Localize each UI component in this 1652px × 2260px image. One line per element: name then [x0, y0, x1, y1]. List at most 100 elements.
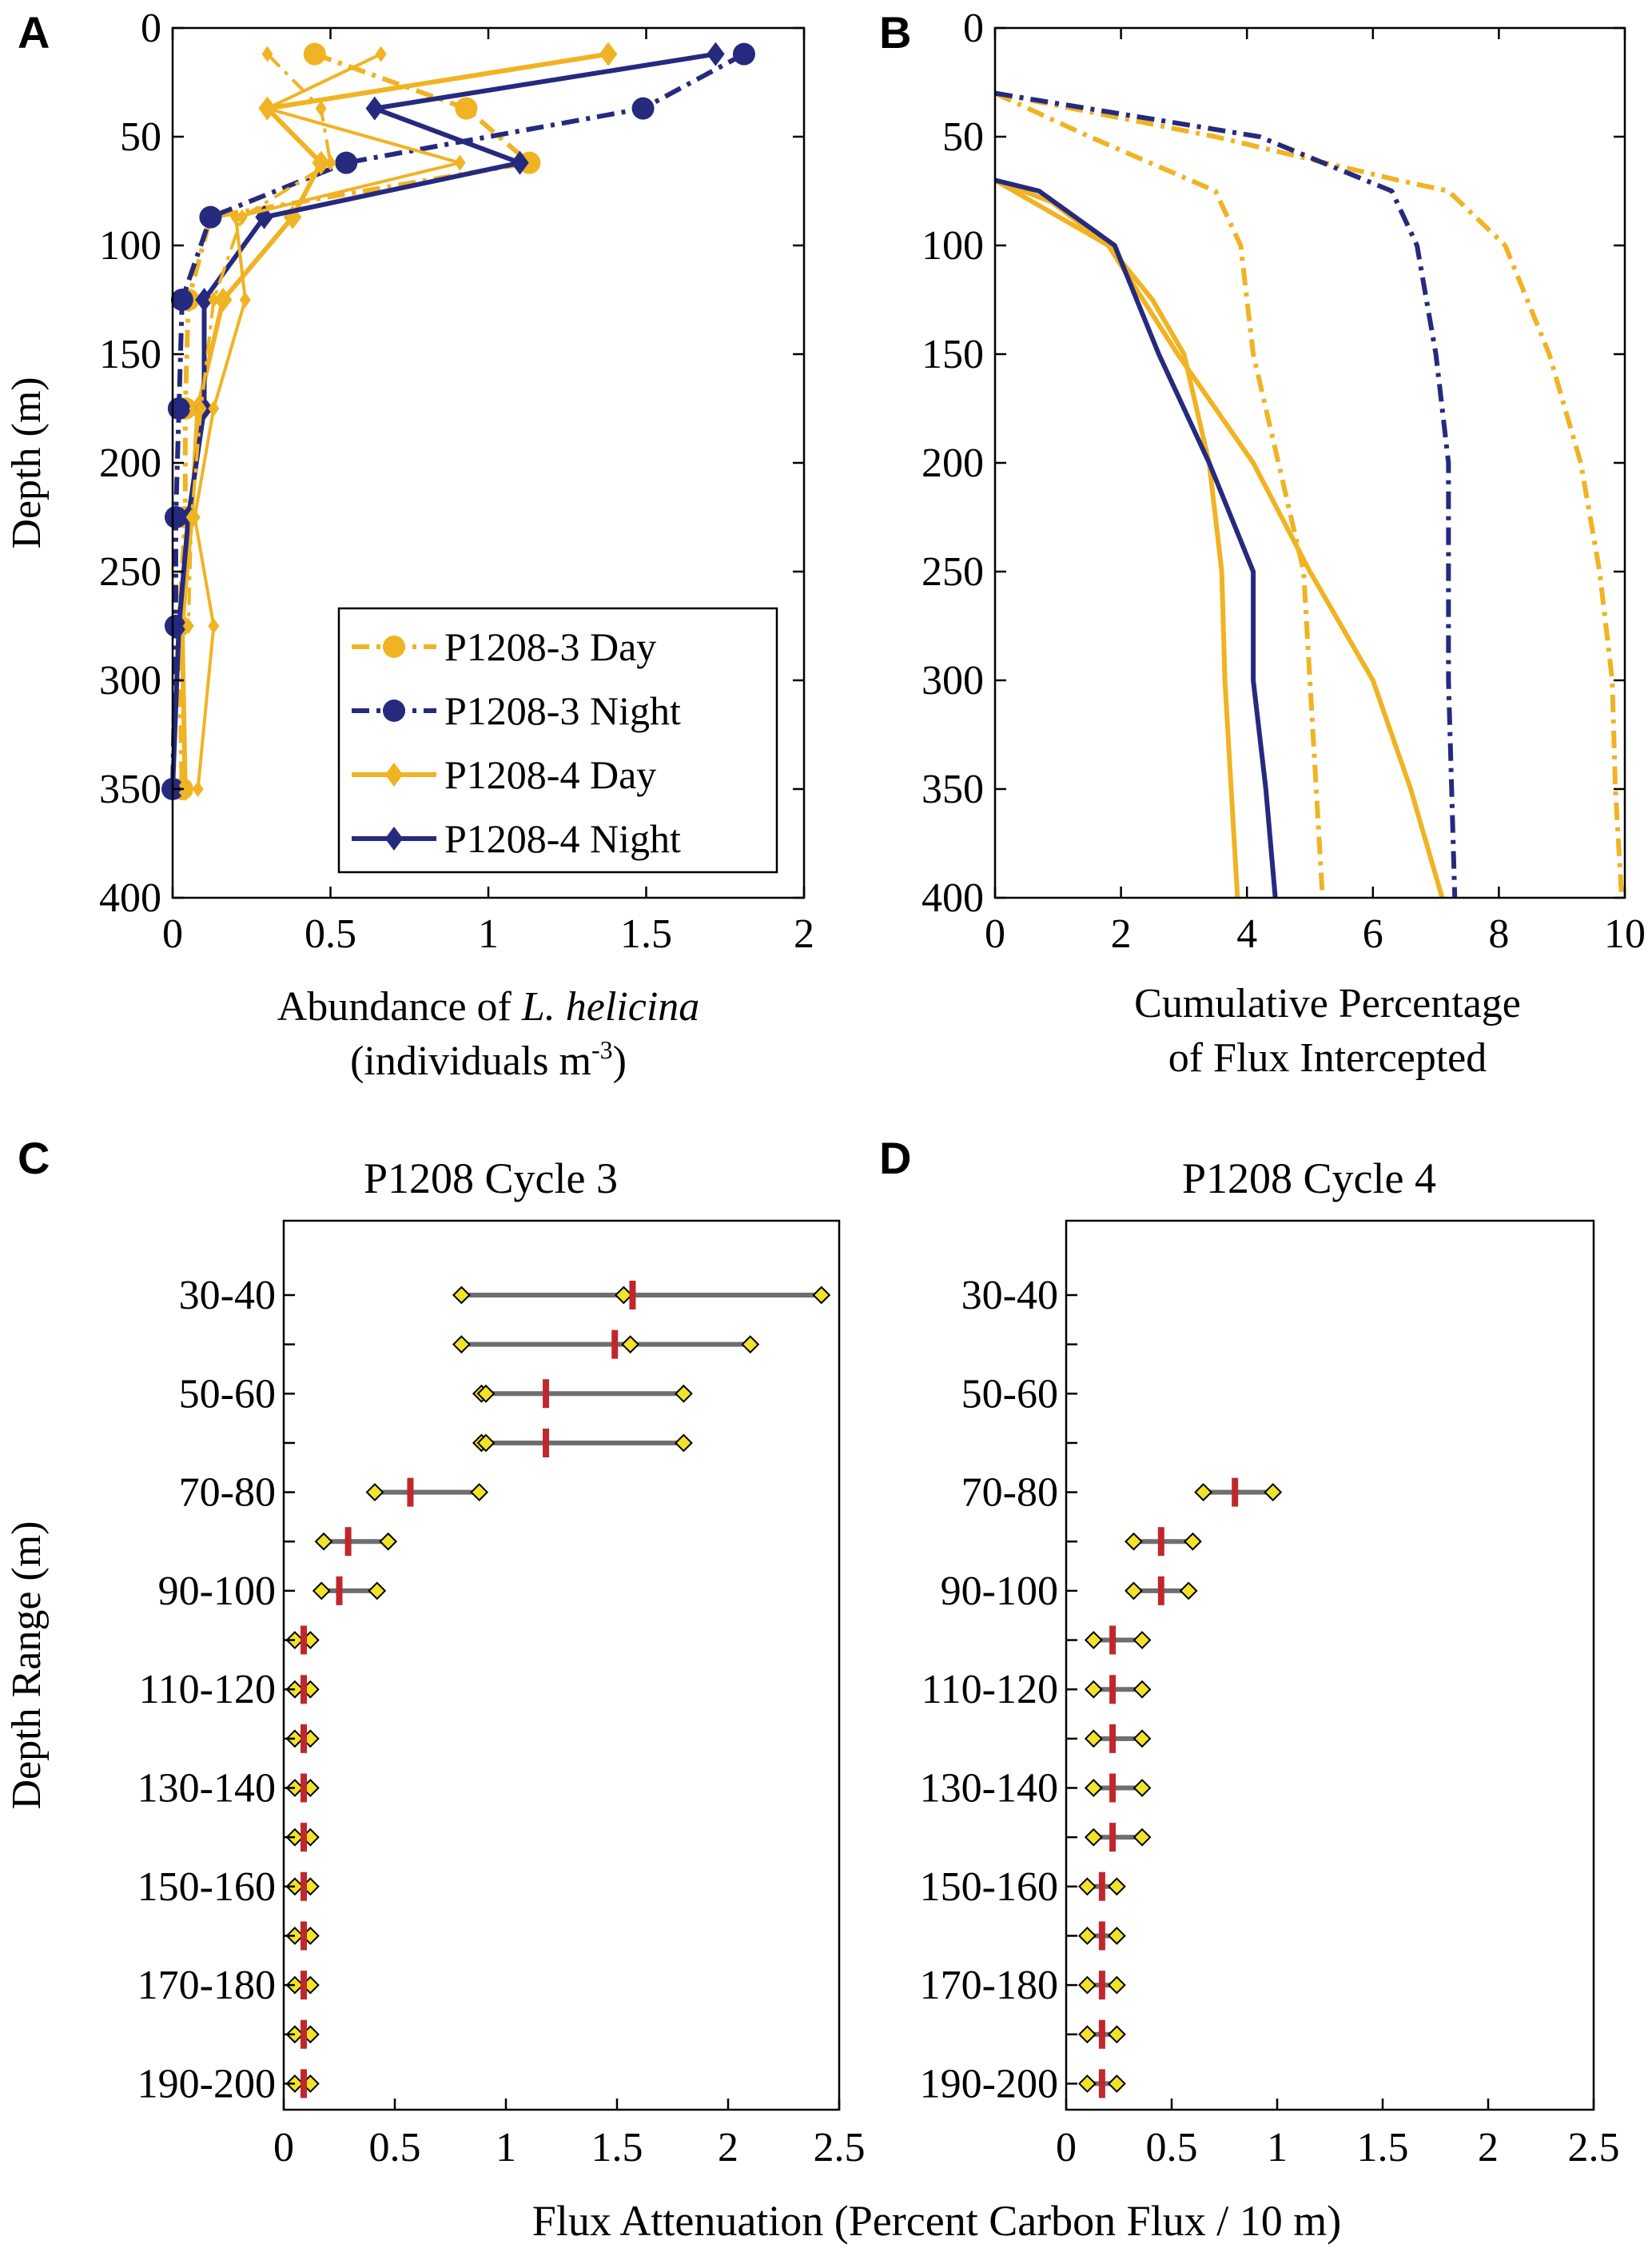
panel-d-min-marker	[1194, 1483, 1213, 1502]
panel-d-max-marker	[1107, 1927, 1126, 1945]
panel-a-data-point	[164, 506, 187, 528]
panel-c-depth-row	[452, 1281, 831, 1309]
panel-d-axes-box	[1065, 1219, 1595, 2111]
panel-b-xtick-label: 8	[1488, 911, 1509, 957]
panel-c-ytick-label: 130-140	[137, 1766, 276, 1812]
panel-a-data-point	[169, 614, 189, 638]
panel-a-data-point	[631, 97, 655, 120]
panel-d-ytick-label: 50-60	[961, 1371, 1058, 1417]
legend-swatch-marker	[384, 827, 404, 851]
panel-d-depth-row	[1084, 1675, 1152, 1704]
panel-b-xtick-label: 0	[985, 911, 1005, 957]
panel-d-depth-row	[1084, 1773, 1152, 1803]
panel-a-data-point	[195, 401, 207, 417]
panel-c-ytick-label: 30-40	[179, 1273, 276, 1318]
panel-c-mid-marker	[476, 1433, 496, 1453]
panel-b-series-5	[994, 177, 1278, 899]
panel-c-depth-row	[314, 1527, 398, 1556]
panel-b-series-2	[994, 90, 1458, 899]
panel-b-xlabel-line1: Cumulative Percentage	[1134, 981, 1521, 1026]
panel-c-ytick-label: 150-160	[137, 1864, 276, 1910]
panel-a-data-point	[335, 151, 358, 174]
panel-d-min-marker	[1125, 1532, 1143, 1551]
panel-d-ytick-label: 130-140	[920, 1766, 1058, 1812]
panel-d-xtick-label: 0	[1056, 2125, 1077, 2170]
panel-c-depth-row	[285, 2069, 320, 2099]
panel-label-b: B	[879, 7, 911, 58]
panel-c-xtick-label: 1.5	[591, 2125, 643, 2170]
panel-d-min-marker	[1077, 1877, 1097, 1896]
panel-a-data-point	[324, 154, 336, 171]
panel-c-mid-marker	[621, 1335, 640, 1354]
panel-c-ytick-label: 170-180	[137, 1963, 276, 2008]
panel-c-min-marker	[452, 1285, 471, 1305]
panel-b-ytick-label: 250	[922, 549, 984, 595]
legend-label-p1208-3-night: P1208-3 Night	[444, 688, 681, 733]
panel-d-ytick-label: 170-180	[920, 1963, 1058, 2008]
panel-a-ytick-label: 300	[99, 658, 161, 704]
legend-label-p1208-4-day: P1208-4 Day	[444, 752, 656, 797]
panel-c-ytick-label: 190-200	[137, 2061, 276, 2107]
panel-c-max-marker	[470, 1483, 489, 1502]
panel-a-data-point	[176, 777, 195, 801]
panel-a-data-point	[189, 509, 201, 525]
panel-d-max-marker	[1133, 1631, 1152, 1649]
panel-a-ytick-label: 50	[120, 114, 161, 160]
panel-d-title: P1208 Cycle 4	[1182, 1154, 1436, 1202]
panel-c-depth-row	[472, 1428, 693, 1457]
legend-box	[337, 607, 778, 874]
panel-c-chart: P1208 Cycle 3 0 0.5 1 1.5 2 2.5 30-40 50-60 70-8…	[4, 1154, 866, 2170]
panel-a-xtick-label: 1	[478, 911, 499, 957]
panel-c-mid-marker	[614, 1285, 633, 1305]
panel-c-xtick-label: 2.5	[814, 2125, 866, 2170]
panel-b-ytick-label: 50	[942, 114, 984, 160]
panel-c-ytick-label: 50-60	[179, 1371, 276, 1417]
panel-c-depth-row	[285, 1675, 320, 1704]
panel-a-data-point	[599, 42, 618, 66]
panel-a-data-point	[208, 401, 220, 417]
panel-a-xtick-label: 2	[794, 911, 814, 957]
panel-c-min-marker	[312, 1581, 331, 1600]
panel-a-data-point	[303, 42, 326, 66]
panel-a-data-point	[375, 46, 387, 62]
panel-d-depth-row	[1077, 1971, 1126, 2000]
panel-d-depth-row	[1194, 1477, 1283, 1507]
panel-c-min-marker	[452, 1335, 471, 1354]
panel-a-data-point	[455, 97, 478, 120]
panel-d-depth-row	[1125, 1527, 1202, 1556]
panel-c-xtick-label: 0.5	[369, 2125, 421, 2170]
panel-d-ytick-label: 190-200	[920, 2061, 1058, 2107]
panel-d-min-marker	[1084, 1729, 1103, 1748]
panel-label-a: A	[18, 7, 50, 58]
panel-label-d: D	[879, 1133, 911, 1183]
panel-d-xtick-label: 2	[1478, 2125, 1499, 2170]
panel-c-depth-row	[365, 1477, 489, 1507]
panel-label-c: C	[18, 1133, 50, 1183]
panel-d-depth-row	[1077, 2019, 1126, 2049]
panel-d-min-marker	[1077, 2025, 1097, 2044]
panel-d-xtick-label: 0.5	[1146, 2125, 1198, 2170]
panel-b-series-3	[993, 177, 1240, 899]
panel-d-max-marker	[1183, 1532, 1202, 1551]
panel-c-max-marker	[741, 1335, 760, 1354]
panel-b-xlabel-line2: of Flux Intercepted	[1168, 1035, 1487, 1081]
panel-d-max-marker	[1133, 1729, 1152, 1748]
panel-b-xtick-label: 10	[1604, 911, 1646, 957]
legend-swatch-marker	[383, 636, 405, 658]
panel-c-max-marker	[674, 1433, 693, 1453]
panel-c-max-marker	[674, 1384, 693, 1403]
panel-d-depth-row	[1125, 1576, 1198, 1605]
panel-b-ytick-label: 350	[922, 767, 984, 812]
panel-d-depth-row	[1077, 2069, 1126, 2099]
panel-c-depth-row	[452, 1329, 760, 1359]
panel-a-ytick-label: 200	[99, 440, 161, 486]
panel-c-depth-row	[285, 1921, 320, 1951]
panel-d-min-marker	[1084, 1828, 1103, 1847]
panel-d-min-marker	[1125, 1581, 1143, 1600]
panel-a-ytick-label: 0	[141, 6, 161, 51]
panel-d-chart: P1208 Cycle 4 0 0.5 1 1.5 2 2.5 30-40 50-60 70-8…	[920, 1154, 1620, 2170]
panel-a-chart: 0 0.5 1 1.5 2 0 50 100 150 200 250 300 350 400 Depth …	[4, 6, 814, 1084]
panel-a-data-point	[454, 154, 466, 171]
panel-a-data-point	[208, 618, 220, 634]
